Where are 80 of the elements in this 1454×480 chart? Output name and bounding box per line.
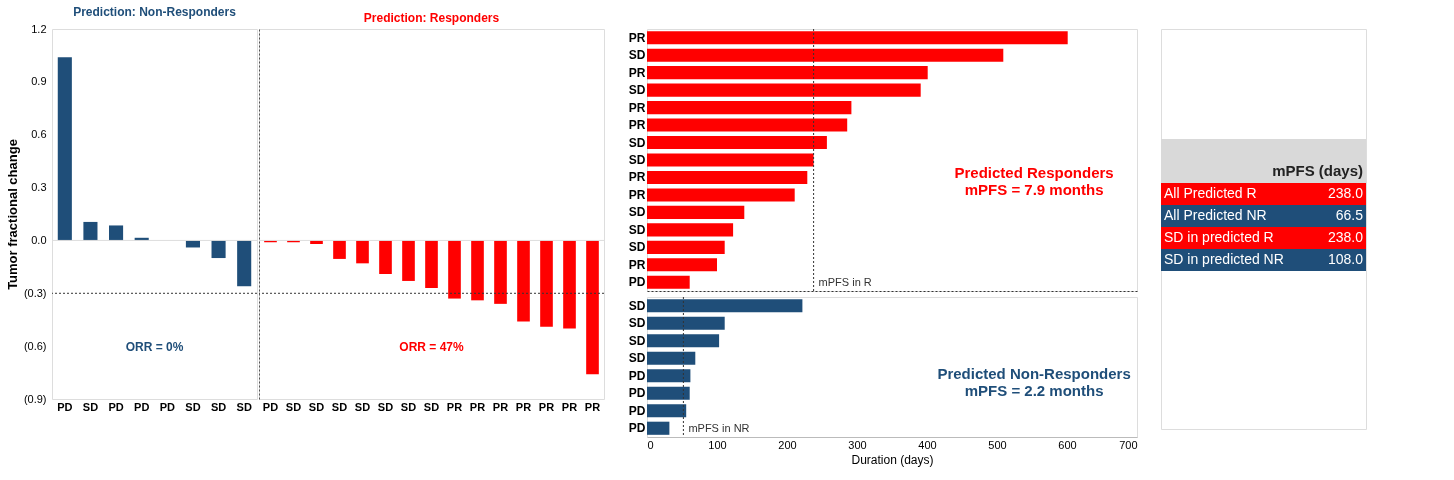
y-axis-title: Tumor fractional change [4,139,20,290]
y-tick-label: PR [628,170,646,185]
chart-title: Prediction: Responders [363,11,500,25]
x-tick-label: PR [584,400,601,413]
y-tick-label: SD [628,298,646,313]
y-tick-label: 1.2 [31,22,47,35]
y-tick-label: SD [628,205,646,220]
x-tick-label: 100 [708,438,727,451]
data-label: 108.0 [1327,251,1364,267]
x-tick-label: 300 [848,438,867,451]
y-tick-label: SD [628,83,646,98]
y-tick-label: SD [628,135,646,150]
x-tick-label: SD [236,400,252,413]
y-tick-label: (0.6) [23,339,47,352]
y-tick-label: SD [628,48,646,63]
x-tick-label: SD [423,400,440,413]
y-tick-label: PD [628,386,646,401]
x-tick-label: SD [377,400,394,413]
x-tick-label: PR [469,400,486,413]
data-label: 238.0 [1327,185,1364,201]
y-tick-label: (0.9) [23,392,47,405]
x-tick-label: SD [331,400,348,413]
x-tick-label: PR [446,400,463,413]
y-tick-label: SD [628,351,646,366]
y-tick-label: SD [628,333,646,348]
annotation: Predicted Responders mPFS = 7.9 months [954,164,1114,199]
x-axis-title: Duration (days) [851,452,934,467]
ref-line-label: mPFS in NR [688,422,750,434]
annotation: ORR = 47% [399,340,465,355]
x-tick-label: 0 [647,438,654,451]
text: mPFS (days) [1272,162,1363,179]
x-tick-label: 600 [1058,438,1077,451]
data-label: 66.5 [1335,207,1364,223]
x-tick-label: PR [538,400,555,413]
y-tick-label: SD [628,316,646,331]
data-label: 238.0 [1327,229,1364,245]
x-tick-label: SD [400,400,417,413]
y-tick-label: PR [628,65,646,80]
y-tick-label: 0.6 [31,128,47,141]
x-tick-label: PD [134,400,150,413]
y-tick-label: PR [628,257,646,272]
chart-title: Prediction: Non-Responders [73,5,237,19]
x-tick-label: 700 [1119,438,1138,451]
x-tick-label: PR [561,400,578,413]
x-tick-label: PR [515,400,532,413]
x-tick-label: 500 [988,438,1007,451]
y-tick-label: PD [628,368,646,383]
x-tick-label: PD [108,400,124,413]
category-label: SD in predicted R [1164,229,1274,245]
y-tick-label: SD [628,153,646,167]
category-label: SD in predicted NR [1164,251,1284,267]
y-tick-label: 0.3 [31,181,47,194]
x-tick-label: SD [210,400,227,413]
x-tick-label: SD [285,400,302,413]
y-tick-label: PD [628,421,646,436]
x-tick-label: SD [354,400,371,413]
x-tick-label: PD [57,400,73,413]
category-label: All Predicted NR [1164,207,1267,223]
y-tick-label: 0.9 [31,75,47,88]
x-tick-label: 400 [918,438,937,451]
x-tick-label: 200 [778,438,797,451]
annotation: ORR = 0% [125,340,184,355]
y-tick-label: PR [628,187,646,202]
x-tick-label: PD [159,400,176,413]
ref-line-label: mPFS in R [818,276,872,288]
y-tick-label: PR [628,30,646,45]
x-tick-label: SD [82,400,99,413]
x-tick-label: SD [308,400,325,413]
annotation: Predicted Non-Responders mPFS = 2.2 months [937,365,1131,399]
y-tick-label: PD [628,275,646,290]
category-label: All Predicted R [1164,185,1257,201]
y-tick-label: 0.0 [31,233,47,246]
x-tick-label: SD [185,400,201,413]
y-tick-label: SD [628,222,646,237]
y-tick-label: PR [628,100,646,115]
y-tick-label: SD [628,240,646,255]
y-tick-label: PR [628,118,646,133]
x-tick-label: PR [492,400,509,413]
x-tick-label: PD [262,400,279,413]
y-tick-label: (0.3) [23,286,47,299]
